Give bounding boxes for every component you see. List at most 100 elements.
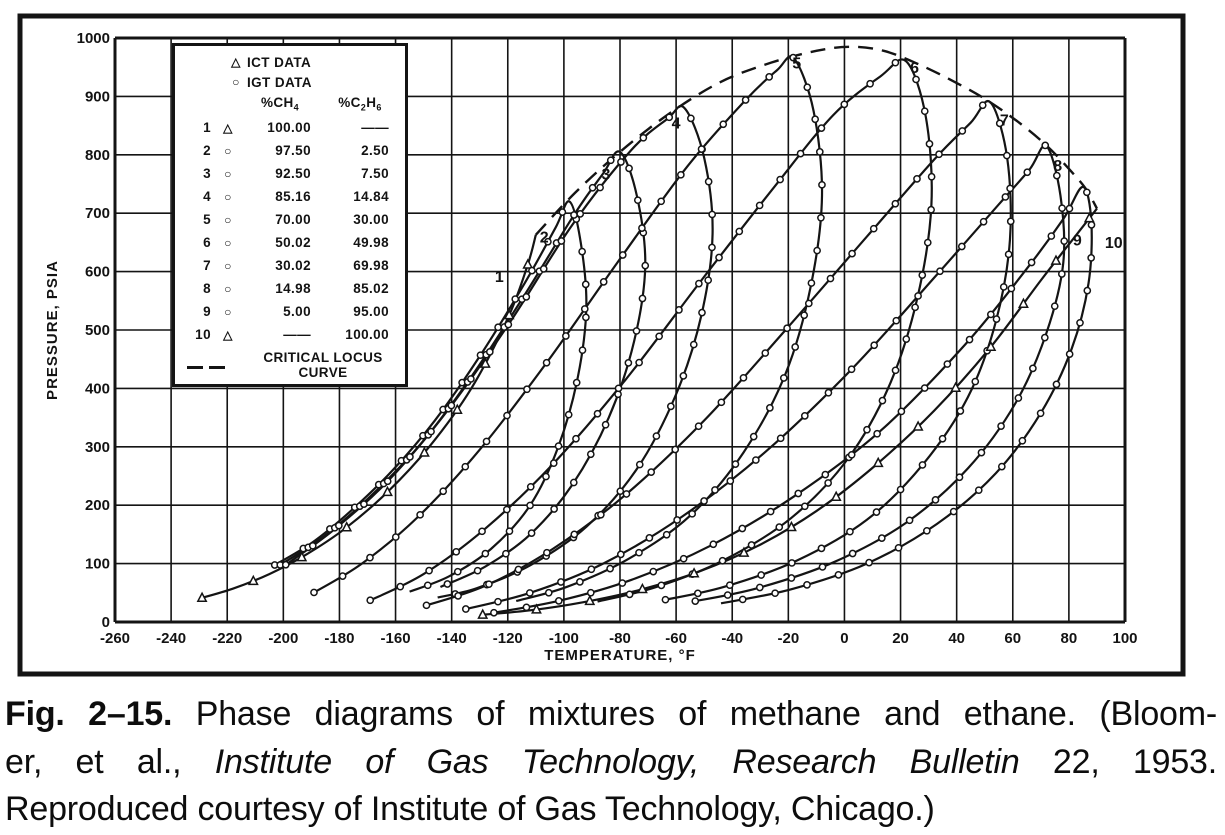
circle-marker (817, 544, 826, 553)
circle-marker (863, 425, 871, 434)
triangle-icon: △ (231, 55, 241, 69)
circle-marker (554, 596, 563, 605)
circle-marker (902, 335, 911, 343)
circle-marker (635, 548, 643, 557)
circle-marker (641, 261, 650, 270)
legend-curve-number: 8 (203, 281, 211, 296)
circle-marker (897, 407, 906, 416)
circle-marker (796, 149, 805, 158)
circle-marker (824, 479, 832, 487)
circle-marker (807, 279, 816, 287)
circle-marker (1014, 394, 1023, 402)
circle-marker (461, 462, 470, 471)
circle-icon: ○ (224, 281, 232, 296)
legend-ch4-value: 50.02 (275, 235, 311, 250)
circle-icon: ○ (224, 166, 232, 181)
circle-marker (543, 548, 551, 557)
y-tick-label: 600 (85, 264, 110, 281)
circle-marker (671, 445, 680, 454)
circle-marker (700, 497, 708, 505)
figure-border (17, 13, 1186, 677)
circle-marker (570, 211, 578, 219)
circle-marker (892, 316, 901, 325)
legend-curve-number: 10 (195, 327, 211, 342)
circle-marker (1083, 188, 1091, 197)
circle-marker (826, 274, 835, 283)
circle-marker (673, 516, 681, 524)
circle-marker (878, 396, 887, 405)
circle-marker (865, 558, 873, 567)
y-tick-label: 900 (85, 88, 110, 105)
circle-marker (485, 348, 494, 356)
circle-marker (1087, 221, 1096, 229)
circle-marker (936, 267, 944, 276)
circle-marker (542, 358, 551, 367)
circle-icon: ○ (224, 189, 232, 204)
curve-2-path (271, 200, 588, 593)
circle-marker (691, 597, 700, 605)
circle-marker (550, 505, 558, 513)
circle-marker (580, 305, 589, 313)
circle-marker (665, 113, 674, 122)
x-tick-label: -200 (268, 630, 298, 647)
x-tick-label: -120 (493, 630, 523, 647)
circle-marker (511, 295, 520, 303)
circle-marker (503, 411, 511, 420)
circle-marker (927, 172, 936, 181)
circle-marker (804, 299, 813, 308)
triangle-marker (950, 381, 962, 392)
legend-entry-ict: △ ICT DATA (225, 52, 405, 72)
circle-marker (661, 595, 670, 604)
circle-marker (570, 530, 579, 539)
circle-marker (912, 75, 920, 84)
x-tick-label: 100 (1112, 630, 1137, 647)
circle-marker (675, 306, 683, 314)
circle-marker (528, 266, 536, 275)
triangle-marker (584, 594, 596, 606)
circle-marker (502, 549, 510, 558)
circle-marker (281, 560, 290, 569)
circle-marker (599, 278, 608, 286)
circle-marker (657, 197, 666, 206)
legend-c2h6-value: 69.98 (353, 258, 389, 273)
circle-marker (406, 453, 414, 461)
curve-4-label: 4 (672, 116, 681, 133)
circle-marker (549, 459, 558, 468)
triangle-marker (477, 608, 489, 619)
legend-row-8: 8 ○ 14.98 85.02 (175, 277, 405, 300)
circle-marker (569, 478, 578, 487)
circle-marker (453, 567, 462, 576)
circle-marker (815, 148, 824, 156)
critical-locus-curve (534, 45, 1098, 236)
circle-marker (931, 496, 940, 504)
circle-marker (1041, 141, 1050, 150)
x-tick-label: -140 (437, 630, 467, 647)
circle-marker (572, 378, 581, 387)
circle-marker (779, 374, 788, 382)
triangle-icon: △ (223, 120, 233, 135)
curve-9-path (490, 185, 1093, 615)
triangle-marker (418, 446, 430, 457)
circle-marker (617, 158, 625, 166)
circle-marker (586, 450, 595, 459)
circle-marker (791, 343, 800, 351)
y-tick-label: 700 (85, 205, 110, 222)
legend-c2h6-value: 85.02 (353, 281, 389, 296)
circle-marker (587, 565, 596, 574)
circle-marker (715, 253, 723, 262)
legend-entry-label: IGT DATA (247, 74, 312, 90)
circle-marker (735, 227, 744, 236)
circle-marker (1027, 258, 1036, 267)
legend-curve-number: 1 (203, 120, 211, 135)
circle-marker (869, 224, 878, 233)
circle-marker (539, 265, 548, 273)
curve-8-label: 8 (1053, 158, 1062, 175)
circle-marker (992, 315, 1001, 323)
curve-3-label: 3 (602, 166, 611, 183)
circle-marker (848, 549, 857, 558)
circle-marker (310, 588, 318, 597)
triangle-marker (247, 574, 259, 586)
circle-marker (958, 127, 967, 135)
circle-marker (679, 554, 688, 563)
triangle-marker (341, 521, 353, 532)
